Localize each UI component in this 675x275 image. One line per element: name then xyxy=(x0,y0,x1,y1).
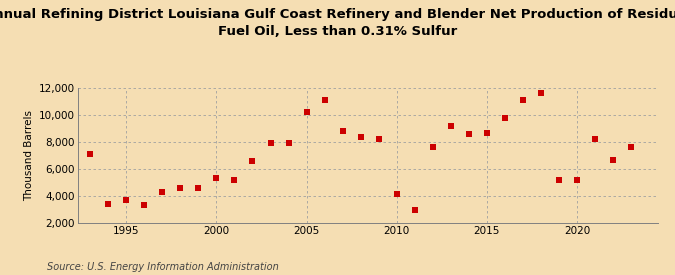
Point xyxy=(355,135,366,139)
Point xyxy=(157,189,168,194)
Point xyxy=(121,198,132,202)
Point xyxy=(265,140,276,145)
Point xyxy=(211,176,222,180)
Point xyxy=(301,110,312,114)
Point xyxy=(283,141,294,145)
Point xyxy=(500,116,510,120)
Point xyxy=(427,144,438,149)
Point xyxy=(139,202,150,207)
Point xyxy=(229,177,240,182)
Point xyxy=(590,136,601,141)
Point xyxy=(446,123,456,128)
Point xyxy=(535,90,546,95)
Point xyxy=(103,202,113,206)
Text: Source: U.S. Energy Information Administration: Source: U.S. Energy Information Administ… xyxy=(47,262,279,272)
Point xyxy=(481,131,492,135)
Text: Annual Refining District Louisiana Gulf Coast Refinery and Blender Net Productio: Annual Refining District Louisiana Gulf … xyxy=(0,8,675,38)
Point xyxy=(373,137,384,141)
Point xyxy=(626,144,637,149)
Point xyxy=(464,132,475,136)
Point xyxy=(319,98,330,102)
Point xyxy=(392,192,402,197)
Point xyxy=(608,158,618,162)
Point xyxy=(247,159,258,163)
Point xyxy=(554,177,564,182)
Point xyxy=(409,208,420,212)
Point xyxy=(572,177,583,182)
Point xyxy=(518,98,529,102)
Y-axis label: Thousand Barrels: Thousand Barrels xyxy=(24,110,34,201)
Point xyxy=(338,129,348,133)
Point xyxy=(175,186,186,190)
Point xyxy=(193,186,204,190)
Point xyxy=(85,152,96,156)
